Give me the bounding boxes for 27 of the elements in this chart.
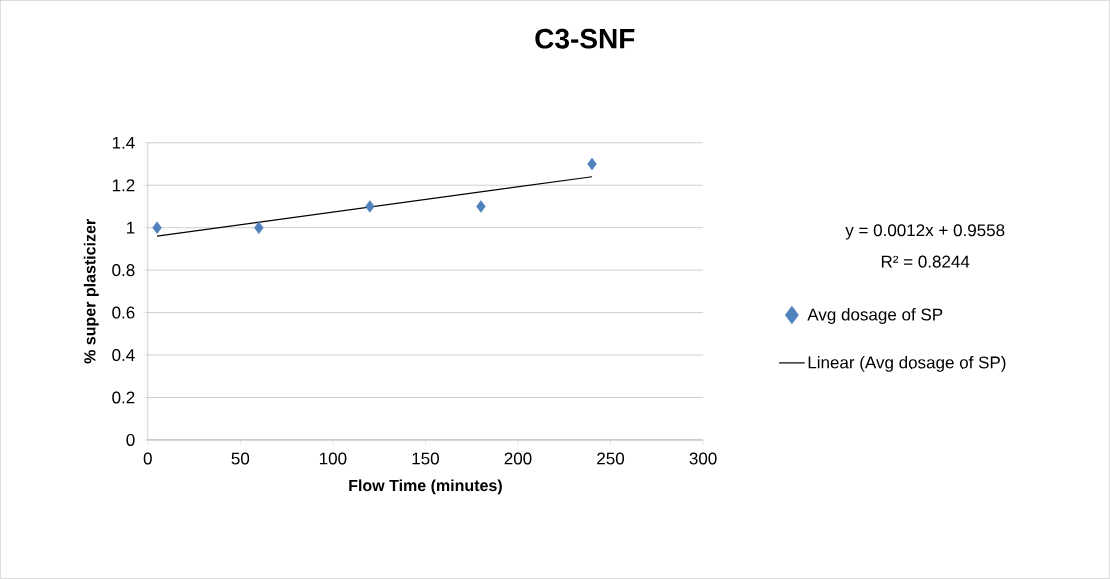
y-tick-label: 0.8	[112, 264, 135, 277]
x-tick-label: 200	[504, 452, 532, 465]
y-tick-label: 0.2	[112, 391, 135, 404]
text: R² = 0.8244	[881, 255, 970, 268]
x-axis-title: Flow Time (minutes)	[349, 479, 502, 495]
x-tick-label: 150	[412, 452, 439, 465]
point	[476, 200, 486, 213]
y-tick-label: 0.6	[112, 306, 135, 319]
chart-title: C3-SNF	[535, 28, 635, 49]
x-tick-label: 50	[231, 452, 250, 465]
point	[152, 221, 162, 235]
point	[365, 200, 375, 213]
y-tick-label: 1.4	[112, 137, 135, 149]
x-tick-label: 250	[597, 452, 625, 465]
text: y = 0.0012x + 0.9558	[845, 224, 1005, 240]
y-axis-title: % super plasticizer	[83, 219, 99, 364]
x-tick-label: 100	[320, 452, 347, 465]
y-tick-label: 0.4	[112, 349, 135, 362]
point	[254, 221, 264, 235]
point	[587, 157, 597, 171]
y-tick-label: 1	[127, 221, 135, 234]
x-tick-label: 0	[143, 452, 152, 465]
legend-label: Avg dosage of SP	[807, 308, 943, 325]
y-tick-label: 0	[126, 434, 135, 447]
y-tick-label: 1.2	[112, 179, 135, 192]
legend-label: Linear (Avg dosage of SP)	[808, 356, 1006, 372]
x-tick-label: 300	[689, 452, 717, 465]
